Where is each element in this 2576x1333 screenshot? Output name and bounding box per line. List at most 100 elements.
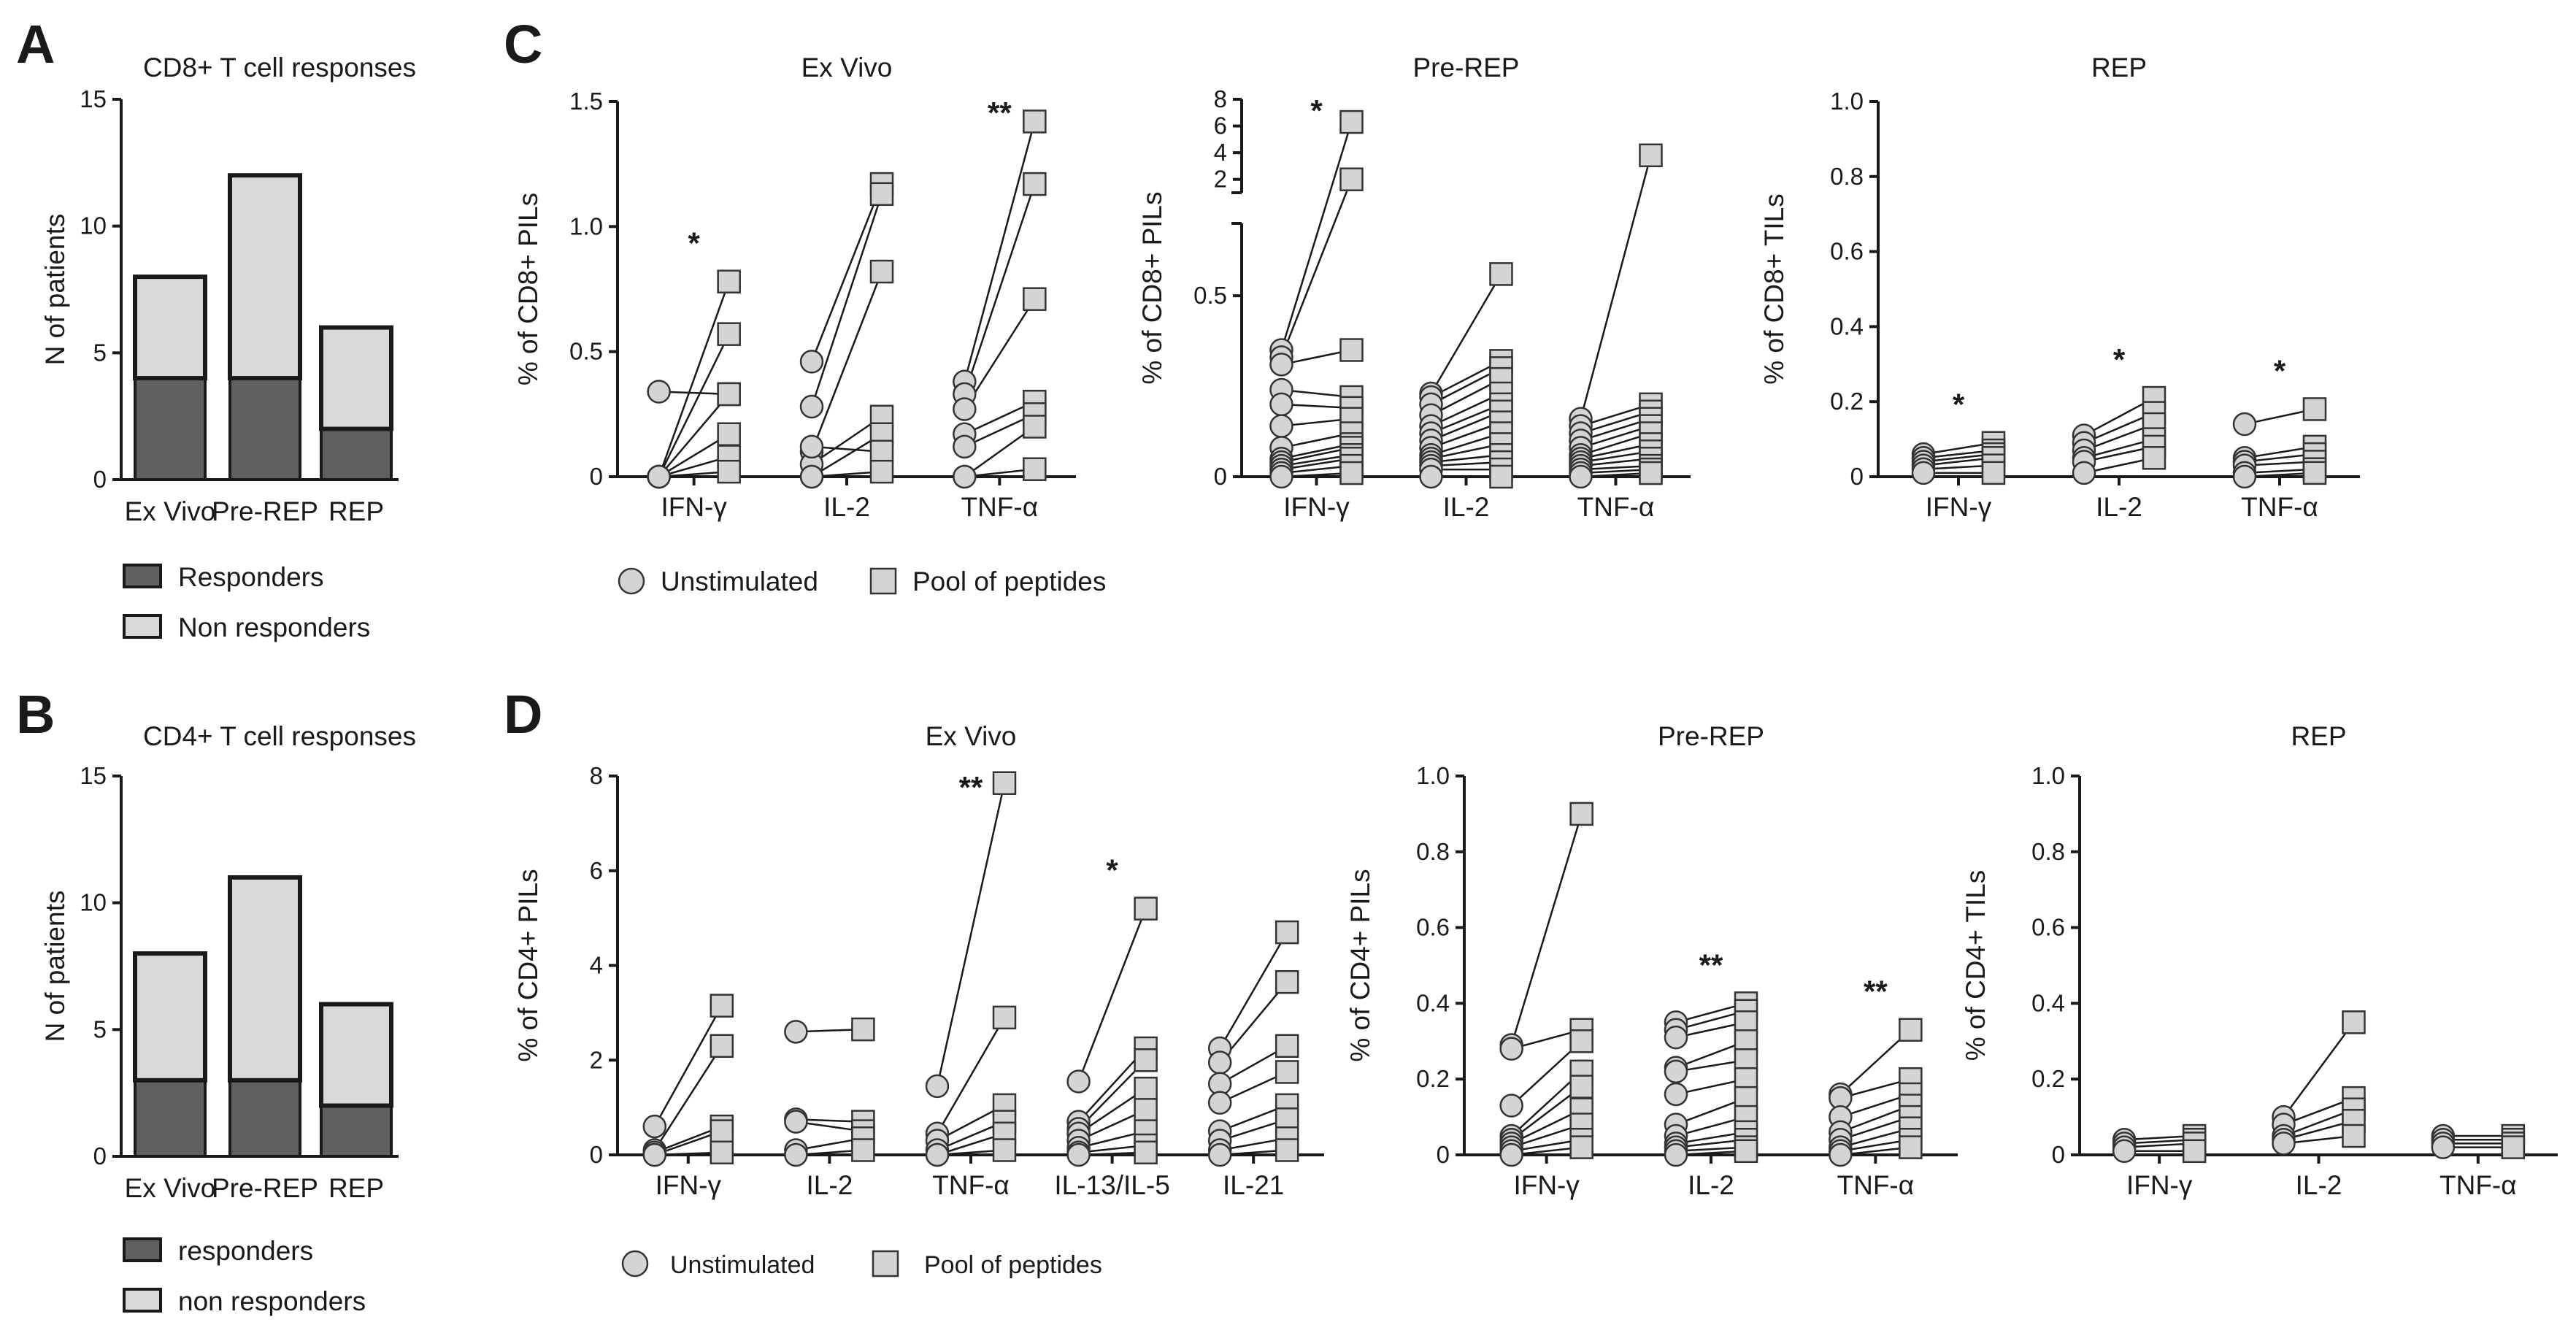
unstimulated-point <box>1499 1037 1523 1061</box>
x-category-label: IL-2 <box>823 492 870 522</box>
pool-peptides-point <box>710 1034 734 1059</box>
pool-peptides-point <box>2342 1123 2366 1148</box>
x-category-label: IL-2 <box>807 1170 853 1200</box>
pool-peptides-point <box>717 269 741 293</box>
pool-peptides-point <box>717 382 741 407</box>
chart-title: REP <box>2091 53 2147 82</box>
legend-a-responders-label: Responders <box>178 562 324 592</box>
unstimulated-point <box>1829 1142 1853 1167</box>
bar-responders <box>320 427 393 481</box>
x-category-label: IL-2 <box>2296 1170 2342 1200</box>
y-axis-label: % of CD8+ PILs <box>1137 191 1167 384</box>
pool-peptides-point <box>851 1138 875 1162</box>
y-tick-label: 0.5 <box>569 338 603 365</box>
pool-peptides-point <box>992 771 1017 795</box>
pool-peptides-point <box>717 422 741 446</box>
legend-d: Unstimulated Pool of peptides <box>621 1250 1102 1279</box>
bar-nonresponders <box>228 875 302 1083</box>
x-category-label: IFN-γ <box>1283 492 1350 522</box>
paired-line <box>1077 908 1147 1082</box>
paired-line <box>964 121 1036 383</box>
x-category-label: TNF-α <box>961 492 1039 522</box>
pool-peptides-point <box>1134 1140 1158 1165</box>
panel-b-bar-chart: CD4+ T cell responses N of patients 0 5 10 15… <box>40 721 416 1203</box>
unstimulated-point <box>799 434 824 459</box>
y-axis-label: N of patients <box>40 891 70 1042</box>
y-tick-label: 0.2 <box>1830 388 1864 415</box>
y-tick-label: 0.8 <box>2031 838 2065 865</box>
pool-peptides-point <box>2182 1139 2207 1164</box>
x-category-label: TNF-α <box>932 1170 1010 1200</box>
x-category-label: IL-21 <box>1223 1170 1284 1200</box>
chart-d-prerep: Pre-REP % of CD4+ PILs 0 0.2 0.4 0.6 0.8 1.0 IFN… <box>1345 721 1958 1200</box>
y-tick-label: 0.8 <box>1416 838 1450 865</box>
pool-peptides-point <box>1339 461 1364 485</box>
bar-nonresponders <box>228 173 302 381</box>
unstimulated-point <box>1207 1142 1232 1167</box>
bar-responders <box>134 1078 207 1159</box>
chart-title: CD4+ T cell responses <box>143 721 416 751</box>
pool-peptides-point <box>1339 110 1364 134</box>
paired-line <box>1430 273 1502 394</box>
pool-peptides-point <box>851 1017 875 1042</box>
pool-peptides-point <box>1023 172 1047 196</box>
pool-peptides-point <box>1134 1048 1158 1072</box>
unstimulated-point <box>784 1020 808 1044</box>
y-tick-label: 0 <box>590 463 603 490</box>
bar-nonresponders <box>133 274 207 381</box>
pool-peptides-point <box>869 259 894 284</box>
y-tick-label: 0 <box>1214 463 1227 490</box>
x-category-label: IL-13/IL-5 <box>1054 1170 1169 1200</box>
paired-line <box>810 183 883 362</box>
y-tick-label: 1.0 <box>1416 762 1450 789</box>
pool-peptides-point <box>1134 1098 1158 1122</box>
x-category-label: IFN-γ <box>2126 1170 2193 1200</box>
paired-line <box>1280 179 1353 358</box>
x-category-label: IFN-γ <box>655 1170 722 1200</box>
x-category-label: IL-2 <box>2096 492 2142 522</box>
significance-marker: * <box>2274 353 2286 388</box>
x-category-label: REP <box>328 1173 384 1203</box>
y-tick-label: 1.0 <box>2031 762 2065 789</box>
significance-marker: * <box>2113 342 2126 377</box>
x-category-label: REP <box>328 496 384 526</box>
paired-line <box>1280 121 1353 350</box>
unstimulated-point <box>1419 464 1443 489</box>
panel-d-cd4-scatter-plots: Ex Vivo % of CD4+ PILs 0 2 4 6 8 IFN-γ IL-2 TNF-α… <box>513 721 2558 1200</box>
y-tick-label: 0.8 <box>1830 163 1864 190</box>
x-category-label: IFN-γ <box>1926 492 1992 522</box>
unstimulated-point <box>1269 464 1293 489</box>
unstimulated-point <box>642 1114 667 1139</box>
pool-peptides-point <box>1023 415 1047 439</box>
unstimulated-point <box>1066 1069 1091 1094</box>
chart-title: Pre-REP <box>1413 53 1520 82</box>
pool-peptides-point <box>1023 457 1047 481</box>
paired-line <box>658 393 730 477</box>
paired-line <box>810 193 883 407</box>
unstimulated-point <box>647 464 671 489</box>
legend-c-pool-label: Pool of peptides <box>912 566 1106 596</box>
unstimulated-point <box>1499 1094 1523 1118</box>
unstimulated-point <box>784 1110 808 1134</box>
x-category-label: IFN-γ <box>661 492 727 522</box>
pool-peptides-point <box>1339 338 1364 362</box>
unstimulated-point <box>1664 1025 1688 1050</box>
pool-peptides-point <box>2142 446 2166 470</box>
y-axis-label: % of CD8+ PILs <box>513 193 543 385</box>
y-tick-label: 2 <box>590 1046 603 1073</box>
pool-peptides-point <box>717 459 741 484</box>
pool-peptides-point <box>2501 1135 2526 1159</box>
x-category-label: TNF-α <box>2439 1170 2517 1200</box>
y-tick-label: 10 <box>80 889 107 916</box>
unstimulated-point <box>953 434 977 459</box>
pool-peptides-point <box>1489 262 1513 286</box>
legend-d-square-marker <box>872 1250 899 1278</box>
chart-c-rep: REP % of CD8+ TILs 0 0.2 0.4 0.6 0.8 1.0 IFN-γ * I… <box>1759 53 2360 522</box>
x-category-label: TNF-α <box>2241 492 2318 522</box>
pool-peptides-point <box>1899 1018 1923 1042</box>
bar-nonresponders <box>319 1002 393 1108</box>
unstimulated-point <box>953 397 977 421</box>
pool-peptides-point <box>1134 896 1158 921</box>
y-tick-label: 0.4 <box>1416 989 1450 1016</box>
panel-a-bar-chart: CD8+ T cell responses N of patients 0 5 10 15… <box>40 53 416 526</box>
